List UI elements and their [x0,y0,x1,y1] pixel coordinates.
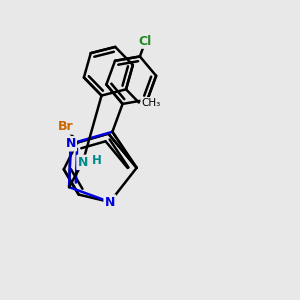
Text: N: N [105,196,115,208]
Text: CH₃: CH₃ [141,98,160,107]
Text: N: N [65,137,76,150]
Text: H: H [92,154,102,167]
Text: N: N [77,156,88,169]
Text: Br: Br [58,120,74,134]
Text: Cl: Cl [139,34,152,48]
